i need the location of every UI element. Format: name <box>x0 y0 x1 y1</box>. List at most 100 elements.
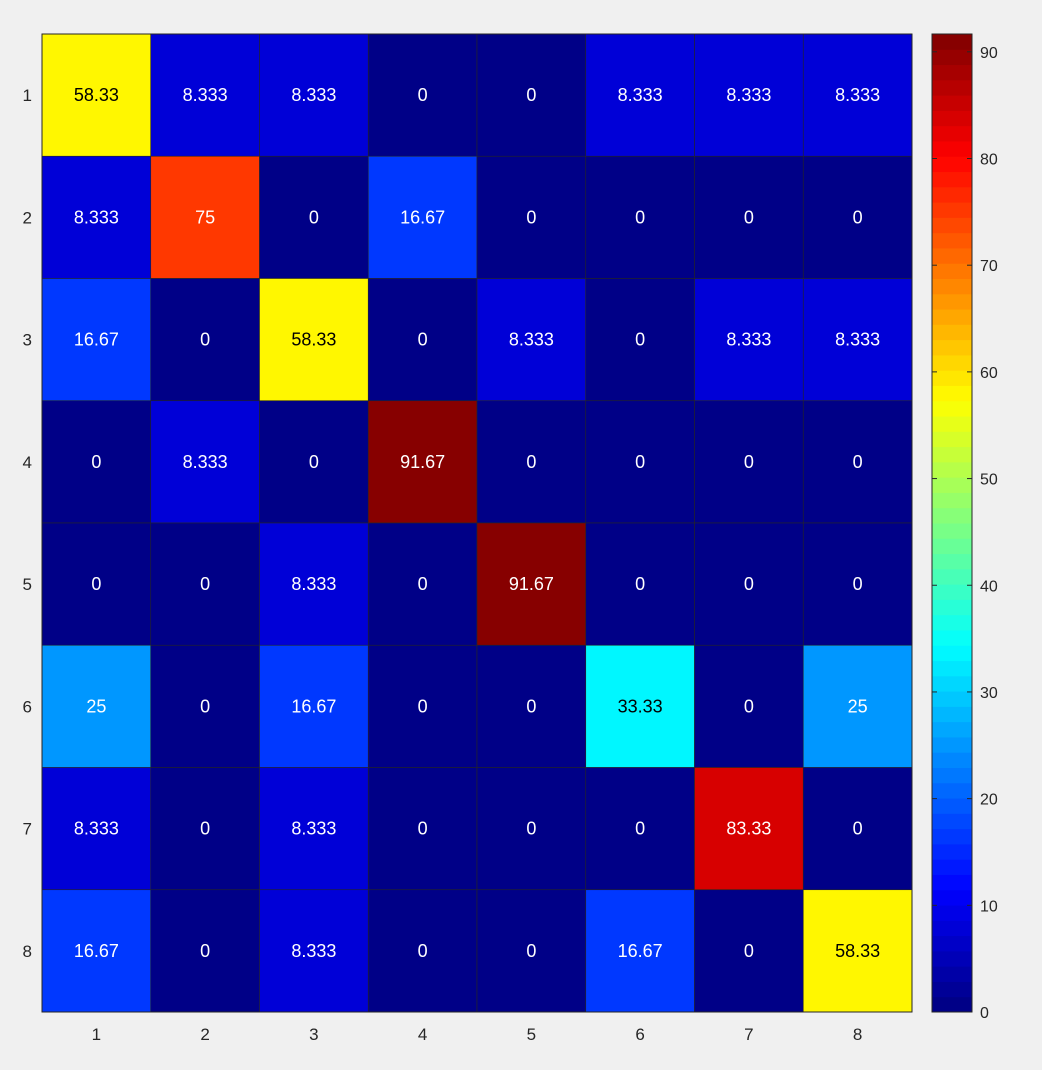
colorbar-band <box>932 629 972 646</box>
heatmap-cell-r1-c6 <box>585 33 695 157</box>
x-tick-label-6: 6 <box>635 1025 644 1044</box>
heatmap-cell-r6-c6 <box>585 644 695 768</box>
cell-value-r7-c3: 8.333 <box>291 819 336 839</box>
cell-value-r7-c5: 0 <box>526 819 536 839</box>
cell-value-r4-c4: 91.67 <box>400 452 445 472</box>
colorbar-band <box>932 966 972 982</box>
colorbar-tick-label-90: 90 <box>980 45 998 62</box>
cell-value-r4-c1: 0 <box>91 452 101 472</box>
colorbar-band <box>932 843 972 860</box>
colorbar-band <box>932 186 972 203</box>
x-tick-label-5: 5 <box>527 1025 536 1044</box>
y-tick-label-5: 5 <box>23 575 32 594</box>
colorbar-band <box>932 247 972 264</box>
cell-value-r4-c5: 0 <box>526 452 536 472</box>
colorbar-band <box>932 599 972 616</box>
heatmap-cell-r4-c2 <box>150 400 260 524</box>
cell-value-r4-c3: 0 <box>309 452 319 472</box>
heatmap-cell-r3-c2 <box>150 278 260 402</box>
colorbar-band <box>932 385 972 402</box>
colorbar-band <box>932 64 972 81</box>
cell-value-r3-c8: 8.333 <box>835 330 880 350</box>
colorbar-band <box>932 706 972 723</box>
cell-value-r4-c8: 0 <box>853 452 863 472</box>
plot-frame <box>41 33 913 1013</box>
cell-value-r5-c6: 0 <box>635 574 645 594</box>
x-tick-label-8: 8 <box>853 1025 862 1044</box>
x-tick-label-3: 3 <box>309 1025 318 1044</box>
colorbar-band <box>932 859 972 875</box>
cell-value-r6-c3: 16.67 <box>291 696 336 716</box>
colorbar-band <box>932 568 972 585</box>
colorbar-band <box>932 309 972 325</box>
cell-value-r8-c2: 0 <box>200 941 210 961</box>
cell-value-r8-c6: 16.67 <box>618 941 663 961</box>
colorbar-band <box>932 370 972 386</box>
colorbar-band <box>932 813 972 830</box>
colorbar-band <box>932 905 972 921</box>
colorbar-tick-label-20: 20 <box>980 792 998 809</box>
heatmap-cell-r6-c8 <box>802 644 913 768</box>
heatmap-cell-r4-c4 <box>367 400 478 524</box>
heatmap-cell-r4-c7 <box>694 400 804 524</box>
colorbar-tick-label-10: 10 <box>980 898 998 915</box>
cell-value-r2-c5: 0 <box>526 207 536 227</box>
colorbar-band <box>932 477 972 493</box>
colorbar-band <box>932 996 972 1013</box>
cell-value-r7-c8: 0 <box>853 819 863 839</box>
cell-value-r6-c8: 25 <box>848 696 868 716</box>
colorbar-band <box>932 461 972 478</box>
colorbar-band <box>932 584 972 600</box>
cell-value-r1-c5: 0 <box>526 85 536 105</box>
colorbar-band <box>932 217 972 234</box>
heatmap-cell-labels: 58.33 8.333 8.333 0 0 8.333 8.333 8.333 8.333 75 0… <box>74 85 880 961</box>
colorbar-band <box>932 523 972 539</box>
heatmap-cell-r7-c2 <box>150 767 260 891</box>
cell-value-r8-c1: 16.67 <box>74 941 119 961</box>
heatmap-cell-r6-c5 <box>476 644 587 768</box>
colorbar-band <box>932 645 972 662</box>
colorbar-band <box>932 935 972 952</box>
colorbar-band <box>932 156 972 173</box>
colorbar-band <box>932 614 972 631</box>
colorbar-band <box>932 889 972 906</box>
colorbar-band <box>932 263 972 279</box>
colorbar-band <box>932 874 972 891</box>
colorbar-band <box>932 79 972 96</box>
colorbar-band <box>932 232 972 249</box>
colorbar-band <box>932 828 972 845</box>
colorbar-band <box>932 339 972 356</box>
colorbar-band <box>932 49 972 66</box>
heatmap-cell-r6-c3 <box>259 644 369 768</box>
heatmap-cell-r3-c6 <box>585 278 695 402</box>
cell-value-r6-c6: 33.33 <box>618 696 663 716</box>
heatmap-cell-r5-c6 <box>585 522 695 646</box>
heatmap-cell-r3-c5 <box>476 278 587 402</box>
heatmap-cell-r5-c4 <box>367 522 478 646</box>
heatmap-cell-r3-c7 <box>694 278 804 402</box>
heatmap-cell-r2-c6 <box>585 155 695 279</box>
cell-value-r5-c4: 0 <box>418 574 428 594</box>
heatmap-cell-r7-c6 <box>585 767 695 891</box>
colorbar-tick-label-40: 40 <box>980 578 998 595</box>
x-tick-label-2: 2 <box>200 1025 209 1044</box>
colorbar-band <box>932 553 972 570</box>
heatmap-cell-r7-c8 <box>802 767 913 891</box>
colorbar-band <box>932 95 972 111</box>
cell-value-r3-c3: 58.33 <box>291 330 336 350</box>
cell-value-r6-c4: 0 <box>418 696 428 716</box>
heatmap-cell-r1-c8 <box>802 33 913 157</box>
heatmap-cell-r2-c8 <box>802 155 913 279</box>
cell-value-r1-c2: 8.333 <box>183 85 228 105</box>
x-tick-label-4: 4 <box>418 1025 427 1044</box>
colorbar-band <box>932 752 972 768</box>
cell-value-r7-c6: 0 <box>635 819 645 839</box>
heatmap-cell-r8-c6 <box>585 889 695 1013</box>
colorbar-band <box>932 416 972 432</box>
colorbar-band <box>932 446 972 463</box>
cell-value-r2-c8: 0 <box>853 207 863 227</box>
colorbar-tick-label-0: 0 <box>980 1005 989 1022</box>
colorbar-band <box>932 140 972 157</box>
cell-value-r8-c4: 0 <box>418 941 428 961</box>
cell-value-r4-c2: 8.333 <box>183 452 228 472</box>
